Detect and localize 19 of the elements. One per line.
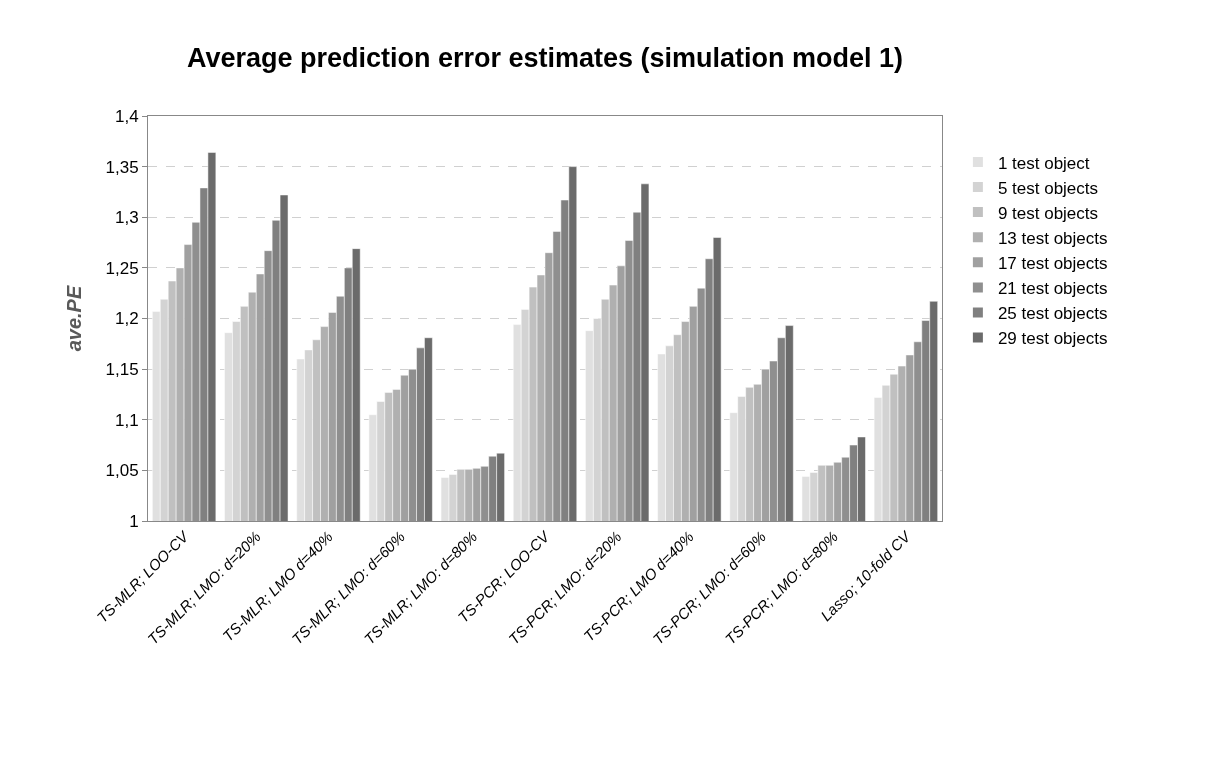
y-axis-title: ave.PE: [63, 285, 86, 352]
y-tick-label: 1: [129, 511, 139, 531]
legend-label: 5 test objects: [997, 178, 1099, 198]
legend-label: 21 test objects: [997, 279, 1108, 299]
y-tick-label: 1,35: [105, 157, 139, 177]
legend-label: 25 test objects: [997, 304, 1108, 324]
y-tick-label: 1,1: [114, 410, 139, 430]
legend-label: 17 test objects: [997, 253, 1108, 273]
y-tick-label: 1,05: [105, 461, 139, 481]
chart-title: Average prediction error estimates (simulation model 1): [186, 43, 904, 74]
y-tick-label: 1,4: [114, 106, 139, 126]
legend-label: 9 test objects: [997, 203, 1099, 223]
legend-label: 1 test object: [997, 153, 1090, 173]
y-tick-label: 1,2: [114, 309, 139, 329]
y-tick-label: 1,3: [114, 208, 139, 228]
legend-label: 13 test objects: [997, 228, 1108, 248]
y-tick-label: 1,15: [105, 360, 139, 380]
legend-label: 29 test objects: [997, 329, 1108, 349]
y-tick-label: 1,25: [105, 258, 139, 278]
